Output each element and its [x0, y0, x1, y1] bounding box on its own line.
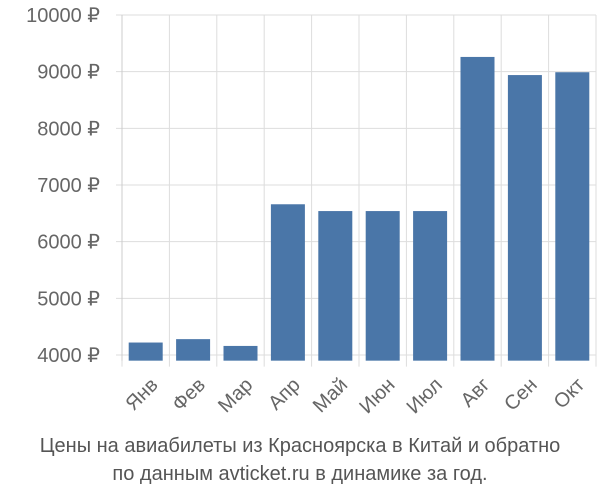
chart-caption-line-2: по данным avticket.ru в динамике за год.: [112, 463, 488, 485]
x-tick-label: Апр: [264, 374, 305, 415]
bar-6: [365, 211, 400, 361]
x-tick-label: Фев: [168, 374, 210, 416]
x-tick-label: Июл: [403, 374, 447, 418]
y-tick-labels: 4000 ₽ 5000 ₽ 6000 ₽ 7000 ₽ 8000 ₽ 9000 ₽ 1000…: [26, 5, 100, 367]
x-tick-label: Май: [309, 374, 352, 417]
bar-1: [128, 342, 163, 361]
bar-4: [270, 204, 305, 361]
bar-8: [460, 56, 495, 361]
bars: [128, 56, 590, 361]
y-tick-label: 7000 ₽: [37, 175, 100, 197]
x-tick-label: Июн: [355, 374, 399, 418]
bar-3: [223, 345, 258, 361]
bar-5: [318, 211, 353, 361]
bar-2: [176, 339, 211, 361]
y-tick-label: 5000 ₽: [37, 288, 100, 310]
x-tick-label: Мар: [214, 374, 257, 417]
y-tick-label: 10000 ₽: [26, 5, 100, 27]
x-tick-label: Янв: [121, 374, 162, 415]
x-tick-labels: Янв Фев Мар Апр Май Июн Июл Авг Сен Окт: [121, 374, 589, 418]
grid-lines: [116, 14, 597, 367]
y-tick-label: 4000 ₽: [37, 345, 100, 367]
bar-10: [555, 72, 590, 361]
bar-7: [413, 211, 448, 361]
y-tick-label: 6000 ₽: [37, 232, 100, 254]
x-tick-label: Авг: [457, 374, 495, 412]
x-tick-label: Сен: [500, 374, 541, 415]
bar-9: [507, 75, 542, 361]
y-tick-label: 9000 ₽: [37, 62, 100, 84]
x-tick-label: Окт: [550, 374, 589, 413]
y-tick-label: 8000 ₽: [37, 118, 100, 140]
chart-caption-line-1: Цены на авиабилеты из Красноярска в Кита…: [39, 435, 561, 457]
